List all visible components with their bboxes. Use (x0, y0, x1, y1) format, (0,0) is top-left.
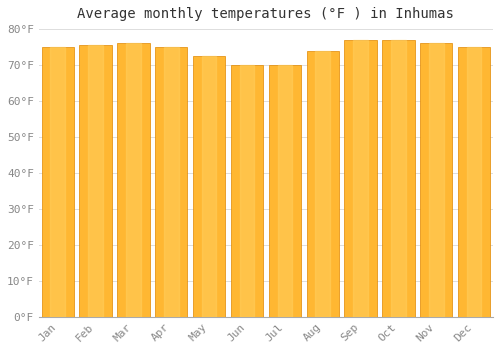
Bar (88, 45, 103, 317)
Bar (50, 47, 65, 317)
Bar (420, 43, 452, 317)
Bar (155, 47, 188, 317)
Bar (278, 65, 292, 317)
Bar (306, 51, 339, 317)
Bar (80, 45, 112, 317)
Bar (458, 47, 490, 317)
Bar (202, 56, 216, 317)
Bar (193, 56, 225, 317)
Bar (42, 47, 74, 317)
Bar (354, 40, 368, 317)
Title: Average monthly temperatures (°F ) in Inhumas: Average monthly temperatures (°F ) in In… (78, 7, 454, 21)
Bar (429, 43, 444, 317)
Bar (231, 65, 263, 317)
Bar (126, 43, 140, 317)
Bar (467, 47, 481, 317)
Bar (391, 40, 406, 317)
Bar (240, 65, 254, 317)
Bar (118, 43, 150, 317)
Bar (382, 40, 414, 317)
Bar (164, 47, 178, 317)
Bar (344, 40, 376, 317)
Bar (269, 65, 301, 317)
Bar (316, 51, 330, 317)
